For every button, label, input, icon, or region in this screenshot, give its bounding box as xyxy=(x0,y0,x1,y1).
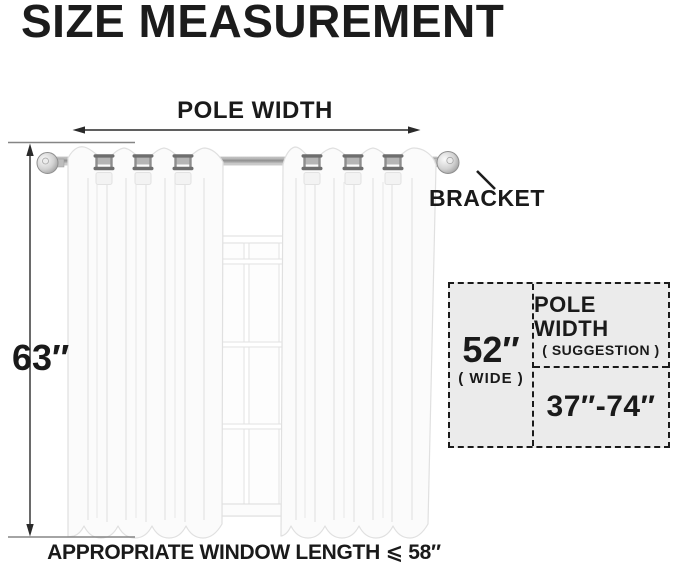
bracket-label: BRACKET xyxy=(429,185,545,211)
pole-width-suggestion-box: 52″ ( WIDE ) POLE WIDTH ( SUGGESTION ) 3… xyxy=(448,282,670,448)
grommet xyxy=(382,154,404,185)
grommets xyxy=(93,154,404,185)
suggestion-box-width-cell: 52″ ( WIDE ) xyxy=(450,284,534,446)
page-title: SIZE MEASUREMENT xyxy=(21,0,505,47)
grommet xyxy=(172,154,194,185)
curtain-width-value: 52″ xyxy=(462,328,520,370)
window-panes xyxy=(212,237,290,517)
suggestion-box-subtitle: ( SUGGESTION ) xyxy=(542,341,660,358)
window-length-note: APPROPRIATE WINDOW LENGTH ⩽ 58″ xyxy=(47,541,441,564)
window-vertical-mullion xyxy=(243,242,250,506)
suggestion-box-range-cell: 37″-74″ xyxy=(534,368,668,446)
suggestion-box-title: POLE WIDTH xyxy=(534,291,609,341)
curtain-folds-left xyxy=(87,178,205,522)
window-horizontal-mullion xyxy=(215,423,285,430)
suggestion-box-right-column: POLE WIDTH ( SUGGESTION ) 37″-74″ xyxy=(534,284,668,446)
pole-width-range-value: 37″-74″ xyxy=(546,390,656,423)
measurement-annotations xyxy=(8,126,496,538)
pole-width-arrow xyxy=(72,126,421,134)
curtain-length-value: 63″ xyxy=(12,337,70,378)
pole-width-label: POLE WIDTH xyxy=(177,97,333,124)
bracket-pointer-line xyxy=(476,170,496,190)
curtain-folds-right xyxy=(295,178,413,522)
grommet xyxy=(132,154,154,185)
curtain-width-caption: ( WIDE ) xyxy=(458,369,524,387)
finial-left xyxy=(36,152,65,174)
suggestion-box-title-cell: POLE WIDTH ( SUGGESTION ) xyxy=(534,284,668,368)
grommet xyxy=(93,154,115,185)
curtain-panel-right xyxy=(280,146,437,539)
grommet xyxy=(301,154,323,185)
height-arrow xyxy=(26,143,34,537)
window-horizontal-mullion xyxy=(215,341,285,348)
window-horizontal-mullion xyxy=(215,258,285,265)
grommet xyxy=(342,154,364,185)
